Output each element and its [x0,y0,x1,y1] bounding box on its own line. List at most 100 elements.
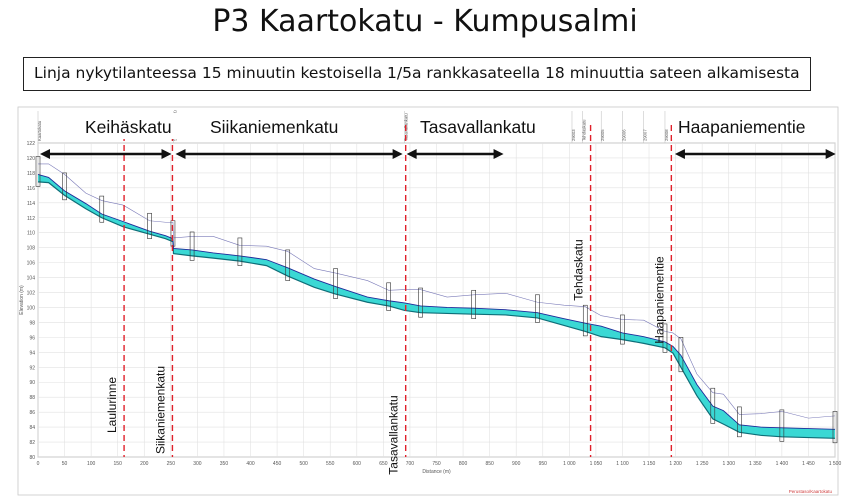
x-tick-label: 450 [273,461,282,467]
top-axis-label: 29006 [621,129,626,141]
y-tick-label: 100 [27,305,36,311]
y-tick-label: 106 [27,261,36,267]
cross-street-label: Siikaniemenkatu [153,366,167,454]
manhole-marker [62,172,67,201]
x-tick-label: 750 [432,461,441,467]
y-tick-label: 82 [29,440,35,446]
y-tick-label: 84 [29,425,35,431]
x-tick-label: 900 [512,461,521,467]
manhole-marker [418,287,423,318]
manhole-marker [285,249,291,281]
manhole-marker [662,323,668,353]
street-label-bg [414,113,571,139]
x-tick-label: 1 000 [563,461,576,467]
cross-street-label: Laulurinne [105,377,119,433]
top-axis-label: 29005 [600,129,605,141]
y-tick-label: 122 [27,141,36,147]
arrow-head-right [161,149,172,159]
x-tick-label: 200 [140,461,149,467]
arrow-head-right [493,149,504,159]
top-axis-label: 29007 [643,129,648,141]
x-tick-label: 0 [37,461,40,467]
top-axis-label: Kaartokatu [37,120,42,141]
manhole-marker [779,409,785,442]
arrow-head-left [175,149,186,159]
watermark-text: Perustaso/Kaartokatu [789,489,833,494]
x-tick-label: 700 [406,461,415,467]
street-label: Haapaniementie [678,117,805,137]
y-tick-label: 104 [27,276,36,282]
street-label-bg [672,113,829,139]
manhole-marker [737,406,742,438]
y-tick-label: 98 [29,320,35,326]
x-tick-label: 250 [167,461,176,467]
x-axis-label: Distance (m) [422,469,451,475]
y-tick-label: 102 [27,291,36,297]
x-tick-label: 150 [114,461,123,467]
x-tick-label: 1 100 [616,461,629,467]
manhole-marker [678,337,684,373]
y-tick-label: 120 [27,156,36,162]
manhole-marker [99,195,105,223]
y-tick-label: 110 [27,231,35,237]
manhole-marker [147,212,152,239]
x-tick-label: 50 [62,461,68,467]
top-axis-label: Tehdaskatu [582,119,587,141]
cross-street-label: Tehdaskatu [572,239,586,300]
arrow-head-left [40,149,50,159]
ground-surface-line [38,163,836,419]
caption-box: Linja nykytilanteessa 15 minuutin kestoi… [23,57,811,91]
street-label-bg [204,113,371,139]
x-tick-label: 1 200 [669,461,682,467]
y-tick-label: 116 [27,186,35,192]
arrow-head-right [392,149,403,159]
manhole-marker [237,237,243,266]
y-axis-label: Elevation (m) [19,285,25,315]
manhole-marker [471,289,476,319]
manhole-marker [710,387,716,424]
arrow-head-right [825,149,836,159]
slide-title: P3 Kaartokatu - Kumpusalmi [212,4,638,39]
y-tick-label: 112 [27,216,35,222]
pipe-invert-line [37,181,836,439]
x-tick-label: 1 250 [696,461,709,467]
y-tick-label: 88 [29,395,35,401]
x-tick-label: 1 300 [722,461,735,467]
top-axis-label: 29008 [664,129,669,141]
y-tick-label: 114 [27,201,35,207]
x-tick-label: 1 500 [829,461,842,467]
manhole-marker [535,294,540,323]
x-tick-label: 1 050 [590,461,603,467]
y-tick-label: 86 [29,410,35,416]
profile-chart: 80 82 84 86 88 90 92 94 96 98 100 102 104 106 108 110 11… [17,106,842,496]
y-tick-label: 92 [29,365,35,371]
y-tick-label: 80 [29,455,35,461]
cross-street-label: Haapaniementie [652,256,666,344]
x-tick-label: 950 [539,461,548,467]
x-tick-label: 400 [246,461,255,467]
y-tick-label: 96 [29,335,35,341]
x-tick-label: 1 450 [802,461,815,467]
top-axis-label: 29003 [571,129,576,141]
y-tick-label: 94 [29,350,35,356]
x-tick-label: 600 [353,461,362,467]
manhole-marker [333,268,338,299]
x-tick-label: 1 400 [776,461,789,467]
arrow-head-left [406,149,417,159]
x-tick-label: 650 [379,461,388,467]
x-tick-label: 1 150 [643,461,656,467]
street-label: Siikaniemenkatu [210,117,338,137]
x-tick-label: 1 350 [749,461,762,467]
arrow-head-left [674,149,685,159]
manhole-marker [35,156,41,187]
street-label: Keihäskatu [85,117,172,137]
street-label-bg [79,113,194,139]
manhole-marker [386,282,391,311]
x-tick-label: 800 [459,461,468,467]
manhole-marker [189,231,195,261]
x-tick-label: 100 [87,461,96,467]
y-tick-label: 108 [27,246,36,252]
manhole-marker [582,304,588,337]
x-tick-label: 500 [299,461,308,467]
x-tick-label: 350 [220,461,229,467]
